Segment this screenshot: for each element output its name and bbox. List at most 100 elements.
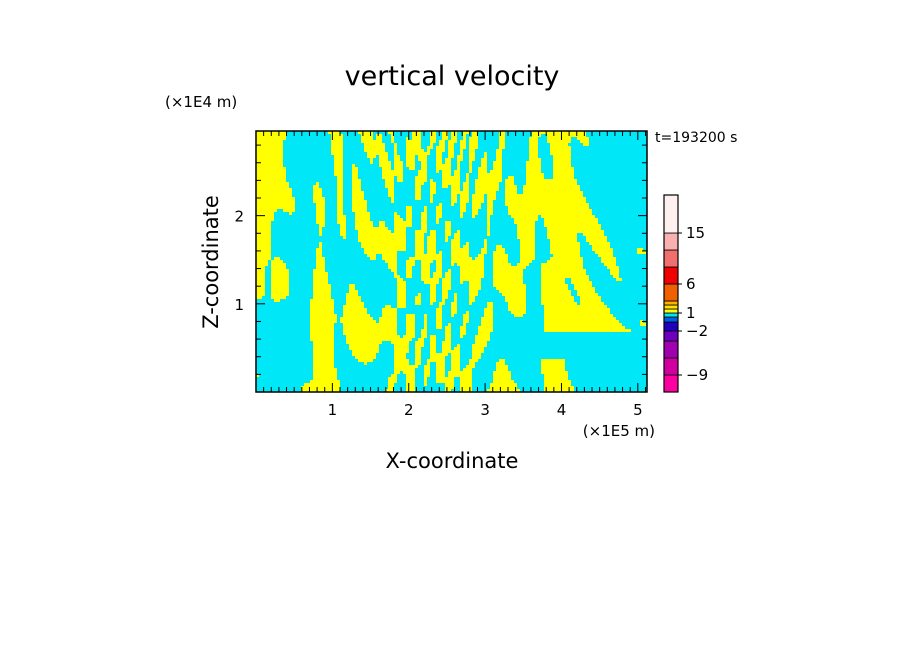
y-unit-label: (×1E4 m) [165,93,237,111]
updraft-cell [421,263,430,266]
updraft-cell [442,182,460,185]
updraft-cell [463,131,469,134]
updraft-cell [526,179,577,182]
updraft-cell [463,185,469,188]
updraft-cell [319,233,322,236]
updraft-cell [457,161,460,164]
updraft-cell [547,137,571,140]
updraft-cell [460,146,466,149]
updraft-cell [388,386,394,389]
updraft-cell [445,332,451,335]
updraft-cell [346,341,382,344]
updraft-cell [382,176,394,179]
updraft-cell [436,161,442,164]
updraft-cell [370,158,373,161]
updraft-cell [340,317,373,320]
updraft-cell [460,209,466,212]
updraft-cell [574,287,595,290]
updraft-cell [493,257,508,260]
updraft-cell [451,359,460,362]
updraft-cell [517,224,535,227]
updraft-cell [541,368,565,371]
updraft-cell [478,176,502,179]
updraft-cell [379,224,385,227]
updraft-cell [541,266,583,269]
updraft-cell [445,272,451,275]
updraft-cell [310,311,334,314]
updraft-cell [406,140,421,143]
updraft-cell [469,143,478,146]
updraft-cell [352,191,364,194]
updraft-cell [508,212,592,215]
updraft-cell [451,362,460,365]
updraft-cell [313,347,334,350]
y-axis-title: Z-coordinate [199,195,223,329]
updraft-cell [394,158,400,161]
updraft-cell [313,197,325,200]
updraft-cell [475,341,487,344]
updraft-cell [355,221,373,224]
updraft-cell [436,155,442,158]
updraft-cell [352,200,367,203]
updraft-cell [337,197,343,200]
updraft-cell [544,314,613,317]
updraft-cell [424,380,427,383]
updraft-cell [610,272,619,275]
updraft-cell [271,269,289,272]
updraft-cell [406,152,430,155]
updraft-cell [610,269,619,272]
updraft-cell [421,275,430,278]
updraft-cell [436,263,442,266]
updraft-cell [541,293,571,296]
updraft-cell [436,212,442,215]
updraft-cell [331,134,343,137]
updraft-cell [445,389,451,392]
updraft-cell [319,242,322,245]
updraft-cell [352,194,364,197]
updraft-cell [463,317,469,320]
updraft-cell [466,179,469,182]
updraft-cell [505,185,517,188]
updraft-cell [406,269,412,272]
updraft-cell [460,335,463,338]
updraft-cell [316,212,325,215]
updraft-cell [544,374,568,377]
updraft-cell [541,365,565,368]
updraft-cell [388,383,394,386]
updraft-cell [460,194,469,197]
updraft-cell [448,155,454,158]
updraft-cell [388,266,397,269]
updraft-cell [544,305,607,308]
updraft-cell [451,131,457,134]
updraft-cell [463,323,466,326]
updraft-cell [529,158,541,161]
updraft-cell [511,311,526,314]
updraft-cell [271,272,289,275]
updraft-cell [493,278,523,281]
updraft-cell [541,371,568,374]
updraft-cell [352,164,355,167]
updraft-cell [544,377,568,380]
colorbar-frame [663,194,679,393]
updraft-cell [394,146,397,149]
updraft-cell [460,206,466,209]
updraft-cell [430,140,436,143]
updraft-cell [319,227,322,230]
updraft-cell [541,284,568,287]
updraft-cell [550,143,568,146]
updraft-cell [505,296,526,299]
updraft-cell [601,260,616,263]
updraft-cell [337,176,343,179]
updraft-cell [397,284,406,287]
updraft-cell [430,191,436,194]
updraft-cell [334,161,343,164]
x-tick-label: 5 [633,401,643,419]
updraft-cell [394,143,397,146]
updraft-cell [388,131,394,134]
updraft-cell [469,284,481,287]
updraft-cell [442,170,451,173]
updraft-cell [442,173,451,176]
updraft-cell [460,200,469,203]
updraft-cell [310,305,334,308]
updraft-cell [421,227,427,230]
